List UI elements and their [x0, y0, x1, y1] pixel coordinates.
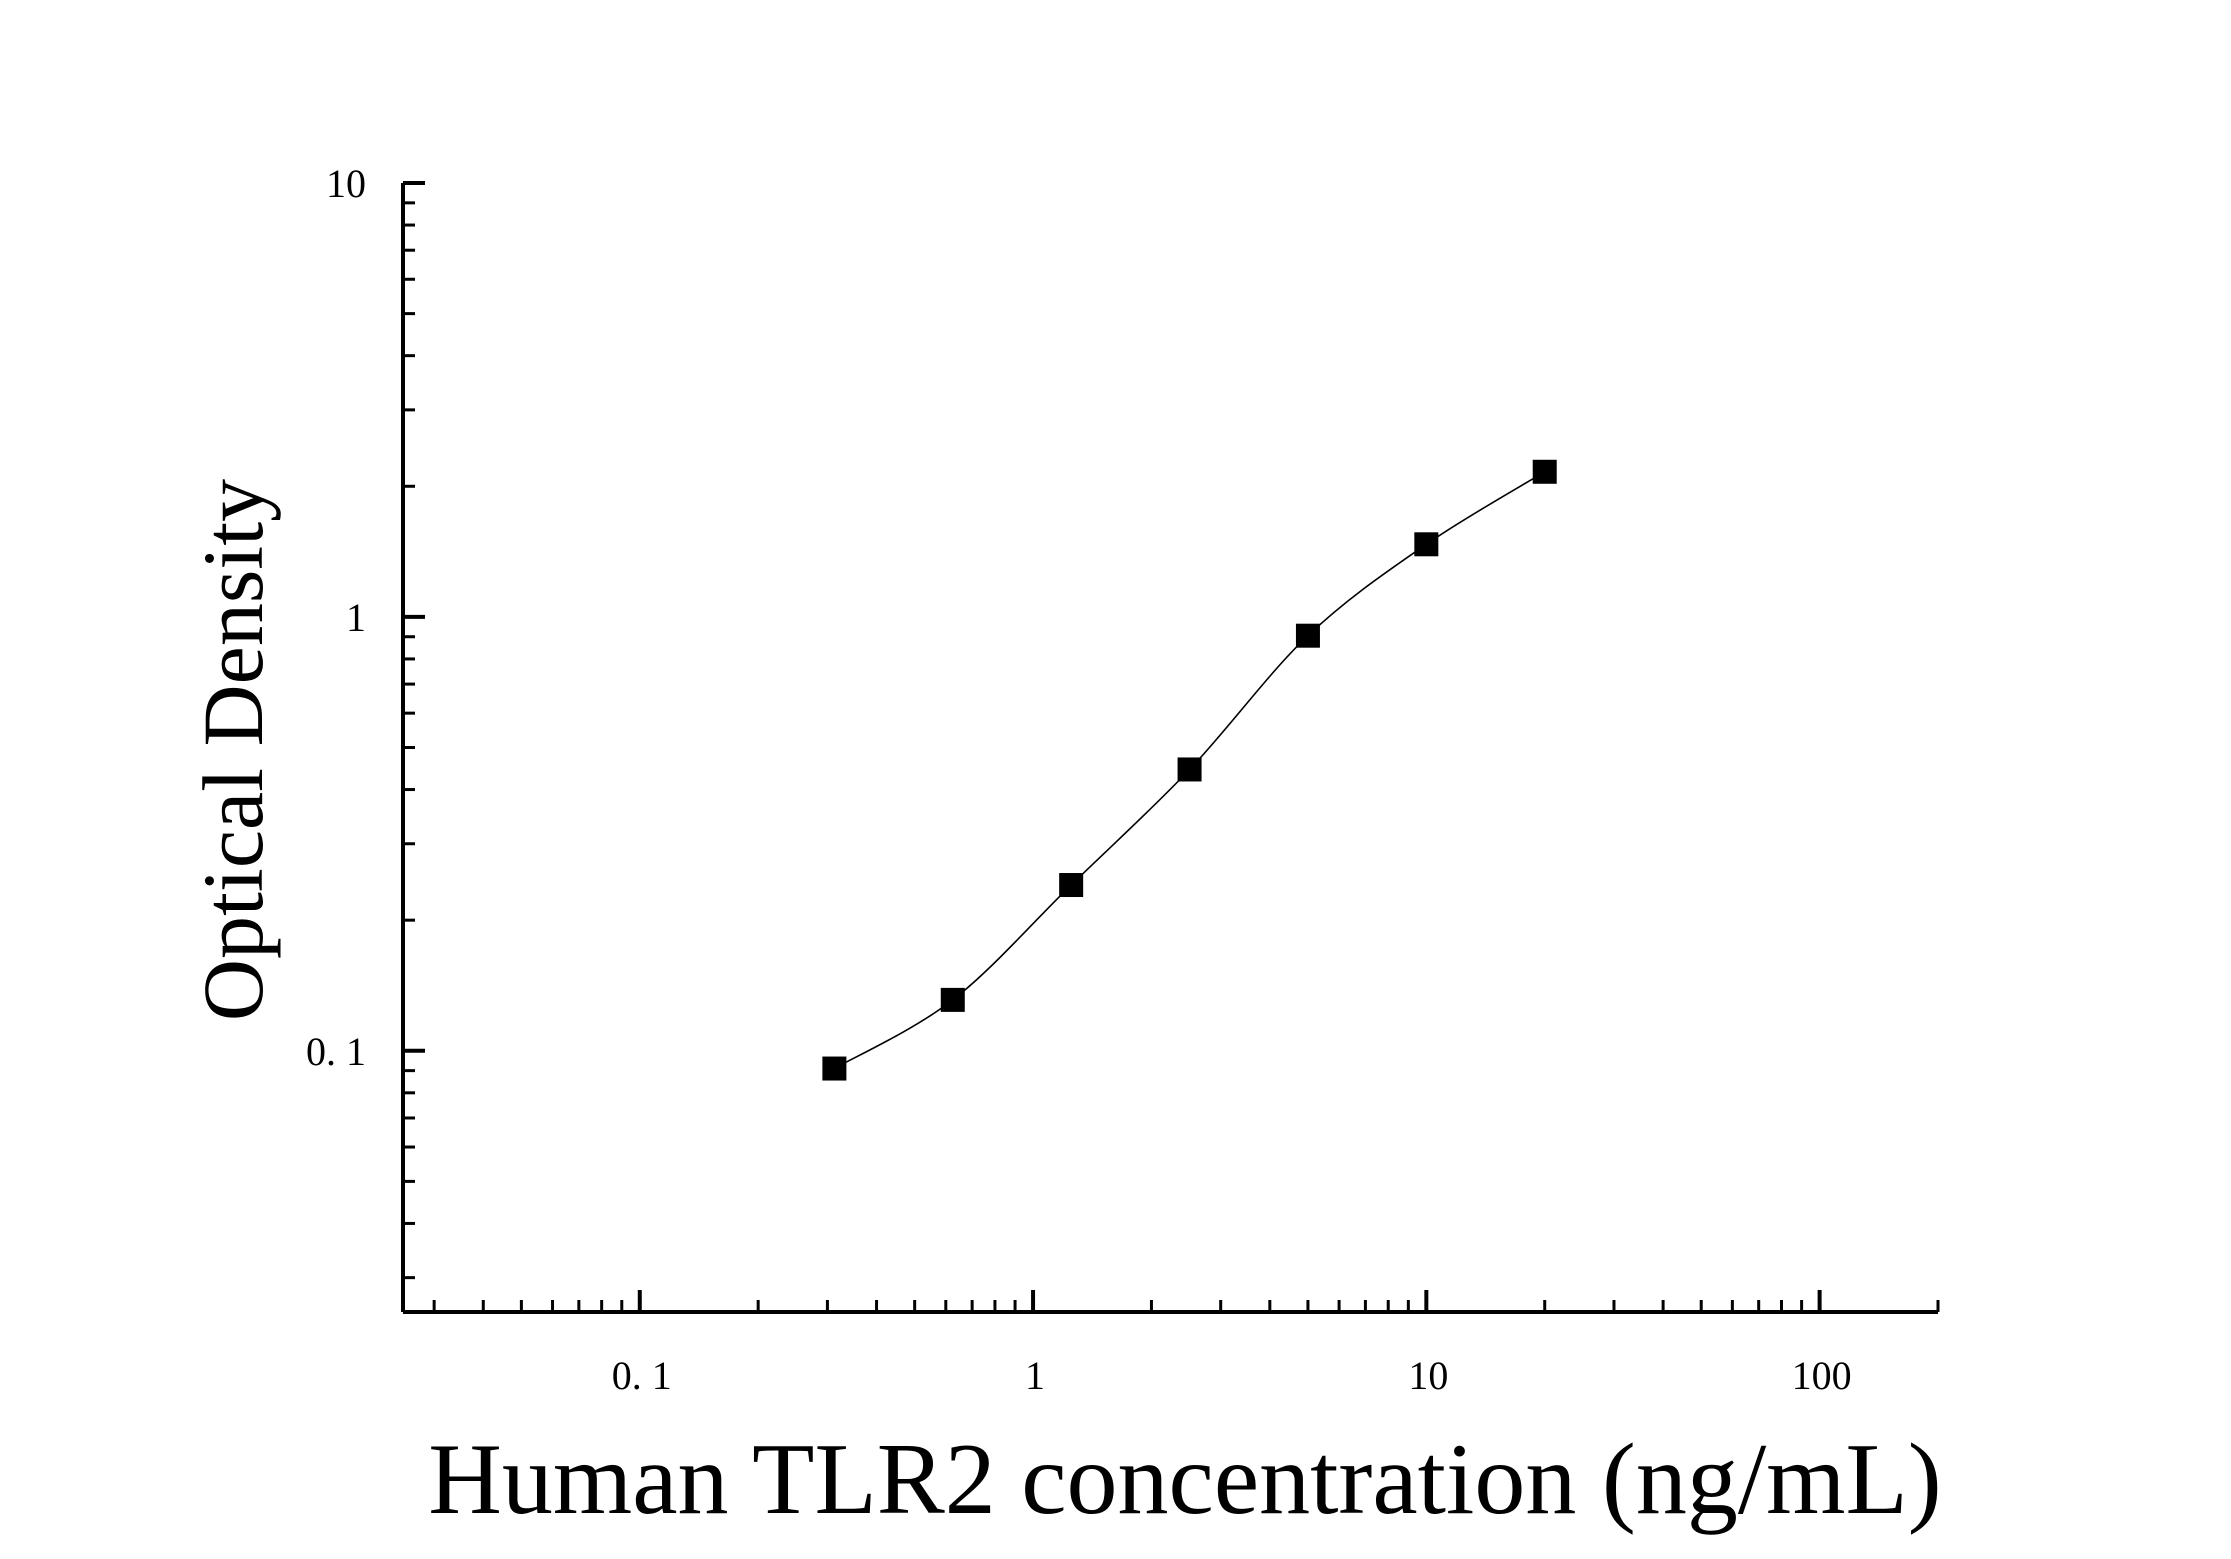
- data-point-marker: [1059, 873, 1084, 898]
- data-point-marker: [822, 1056, 847, 1081]
- axes: [401, 183, 1938, 1314]
- x-tick-label: 1: [1025, 1353, 1045, 1398]
- x-tick-label: 10: [1408, 1353, 1448, 1398]
- x-tick-label: 0. 1: [612, 1353, 672, 1398]
- tick-labels: 0. 1 1 10 100 0. 1 1 10: [306, 161, 1852, 1398]
- x-tick-label: 100: [1792, 1353, 1852, 1398]
- data-point-marker: [1295, 623, 1320, 648]
- data-point-marker: [1414, 532, 1439, 557]
- data-point-marker: [940, 987, 965, 1012]
- minor-ticks: [403, 201, 1940, 1312]
- y-axis-title: Optical Density: [185, 479, 281, 1021]
- y-tick-label: 1: [346, 595, 366, 640]
- y-tick-label: 0. 1: [306, 1029, 366, 1074]
- y-tick-label: 10: [326, 161, 366, 206]
- data-point-marker: [1177, 757, 1202, 782]
- data-points: [822, 459, 1557, 1081]
- x-axis-title: Human TLR2 concentration (ng/mL): [428, 1423, 1942, 1536]
- major-ticks: [403, 181, 1822, 1312]
- data-point-marker: [1532, 459, 1557, 484]
